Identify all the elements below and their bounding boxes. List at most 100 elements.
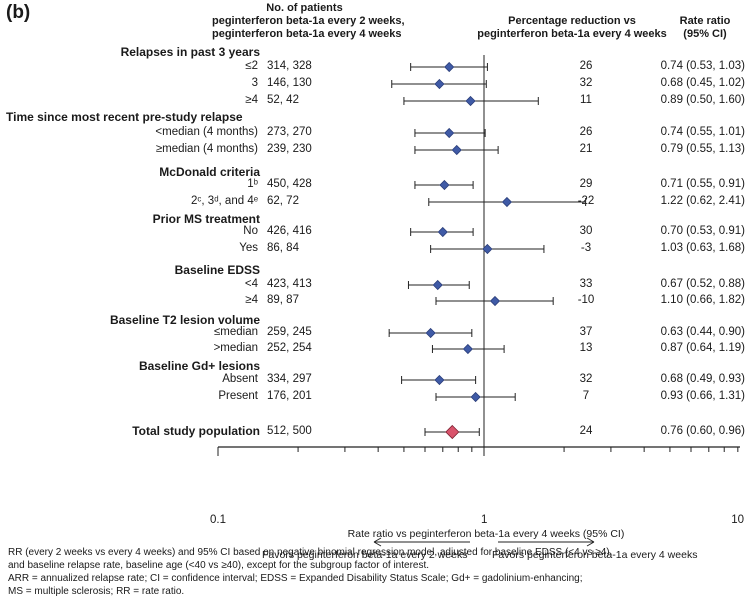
rate-ratio-ci-text: 0.67 (0.52, 0.88) (660, 278, 745, 290)
rate-ratio-ci-text: 0.71 (0.55, 0.91) (660, 178, 745, 190)
patient-count: 252, 254 (267, 342, 312, 354)
header-pct-line-1: Percentage reduction vs (508, 15, 636, 27)
subgroup-row-label: Absent (222, 373, 258, 385)
subgroup-row-label: <4 (244, 278, 258, 290)
patient-count: 426, 416 (267, 225, 312, 237)
subgroup-heading: Prior MS treatment (152, 212, 260, 226)
point-estimate (434, 374, 445, 386)
rate-ratio-ci-text: 0.70 (0.53, 0.91) (660, 225, 745, 237)
header-pct-line-2: peginterferon beta-1a every 4 weeks (477, 28, 667, 40)
percentage-reduction: 7 (582, 390, 590, 402)
percentage-reduction: 13 (579, 342, 593, 354)
rate-ratio-ci-text: 0.74 (0.55, 1.01) (660, 126, 745, 138)
subgroup-row-label: ≥4 (245, 294, 258, 306)
total-point-estimate (445, 424, 460, 440)
favors-left-label: Favors peginterferon beta-1a every 2 wee… (262, 549, 468, 561)
subgroup-row-label: ≤median (213, 326, 258, 338)
point-estimate (425, 327, 436, 339)
percentage-reduction: 32 (579, 77, 593, 89)
patient-count: 52, 42 (267, 94, 299, 106)
subgroup-row-label: 2ᶜ, 3ᵈ, and 4ᵉ (190, 195, 258, 207)
point-estimate (434, 78, 445, 90)
point-estimate (462, 343, 473, 355)
percentage-reduction: -3 (580, 242, 592, 254)
patient-count: 176, 201 (267, 390, 312, 402)
percentage-reduction: 32 (579, 373, 593, 385)
patient-count: 239, 230 (267, 143, 312, 155)
x-axis-label: Rate ratio vs peginterferon beta-1a ever… (347, 528, 625, 540)
patient-count: 314, 328 (267, 60, 312, 72)
header-rate-ratio: Rate ratio (95% CI) (670, 15, 740, 41)
footnote-line-1: RR (every 2 weeks vs every 4 weeks) and … (8, 547, 613, 558)
x-tick-10: 10 (731, 514, 744, 526)
header-pct-reduction: Percentage reduction vs peginterferon be… (472, 15, 672, 41)
subgroup-heading: Baseline EDSS (174, 263, 260, 277)
point-estimate (482, 243, 493, 255)
rate-ratio-ci-text: 0.87 (0.64, 1.19) (660, 342, 745, 354)
subgroup-row-label: ≥4 (245, 94, 258, 106)
rate-ratio-ci-text: 1.03 (0.63, 1.68) (660, 242, 745, 254)
footnote-line-2: and baseline relapse rate, baseline age … (8, 560, 430, 571)
x-tick-0.1: 0.1 (210, 514, 226, 526)
footnote-line-4: MS = multiple sclerosis; RR = rate ratio… (8, 586, 185, 597)
patient-count: 450, 428 (267, 178, 312, 190)
subgroup-row-label: Present (218, 390, 258, 402)
subgroup-row-label: No (243, 225, 258, 237)
point-estimate (444, 61, 455, 73)
footnote-text: RR (every 2 weeks vs every 4 weeks) and … (8, 546, 612, 598)
subgroup-heading: Baseline Gd+ lesions (138, 359, 260, 373)
percentage-reduction: 11 (580, 94, 592, 106)
patient-count: 62, 72 (267, 195, 299, 207)
patient-count: 259, 245 (267, 326, 312, 338)
patient-count: 89, 87 (267, 294, 299, 306)
subgroup-heading: Relapses in past 3 years (120, 45, 260, 59)
rate-ratio-ci-text: 1.22 (0.62, 2.41) (660, 195, 745, 207)
favors-right-label: Favors peginterferon beta-1a every 4 wee… (492, 549, 698, 561)
panel-label: (b) (6, 2, 31, 23)
percentage-reduction: 37 (579, 326, 593, 338)
point-estimate (432, 279, 443, 291)
subgroup-row-label: <median (4 months) (155, 126, 258, 138)
total-row-label: Total study population (132, 424, 260, 438)
patient-count: 86, 84 (267, 242, 299, 254)
favors-right-arrowhead (586, 537, 595, 547)
header-rr-line-2: (95% CI) (683, 28, 727, 40)
patient-count: 512, 500 (267, 425, 312, 437)
subgroup-row-label: ≥median (4 months) (155, 143, 258, 155)
subgroup-row-label: Yes (239, 242, 258, 254)
rate-ratio-ci-text: 0.93 (0.66, 1.31) (660, 390, 745, 402)
subgroup-row-label: 3 (251, 77, 258, 89)
subgroup-heading: McDonald criteria (159, 165, 260, 179)
rate-ratio-ci-text: 0.68 (0.49, 0.93) (660, 373, 745, 385)
x-tick-1: 1 (481, 514, 488, 526)
percentage-reduction: 29 (579, 178, 593, 190)
header-n-patients: No. of patients peginterferon beta-1a ev… (212, 2, 405, 41)
percentage-reduction: 26 (579, 126, 593, 138)
header-n-line-3: peginterferon beta-1a every 4 weeks (212, 28, 402, 40)
point-estimate (451, 144, 462, 156)
percentage-reduction: 30 (579, 225, 593, 237)
point-estimate (470, 391, 481, 403)
rate-ratio-ci-text: 0.89 (0.50, 1.60) (660, 94, 745, 106)
subgroup-row-label: >median (213, 342, 258, 354)
rate-ratio-ci-text: 1.10 (0.66, 1.82) (660, 294, 745, 306)
patient-count: 334, 297 (267, 373, 312, 385)
rate-ratio-ci-text: 0.68 (0.45, 1.02) (660, 77, 745, 89)
rate-ratio-ci-text: 0.63 (0.44, 0.90) (660, 326, 745, 338)
patient-count: 423, 413 (267, 278, 312, 290)
header-n-line-2: peginterferon beta-1a every 2 weeks, (212, 15, 405, 27)
percentage-reduction: 26 (579, 60, 593, 72)
percentage-reduction: 24 (579, 425, 593, 437)
subgroup-row-label: ≤2 (245, 60, 258, 72)
percentage-reduction: 33 (579, 278, 593, 290)
subgroup-row-label: 1ᵇ (247, 178, 258, 190)
point-estimate (501, 196, 513, 208)
point-estimate (439, 179, 450, 191)
favors-left-arrowhead (373, 537, 382, 547)
point-estimate (465, 95, 476, 107)
subgroup-heading: Baseline T2 lesion volume (109, 313, 260, 327)
point-estimate (444, 127, 455, 139)
subgroup-heading: Time since most recent pre-study relapse (6, 110, 243, 124)
footnote-line-3: ARR = annualized relapse rate; CI = conf… (8, 573, 583, 584)
